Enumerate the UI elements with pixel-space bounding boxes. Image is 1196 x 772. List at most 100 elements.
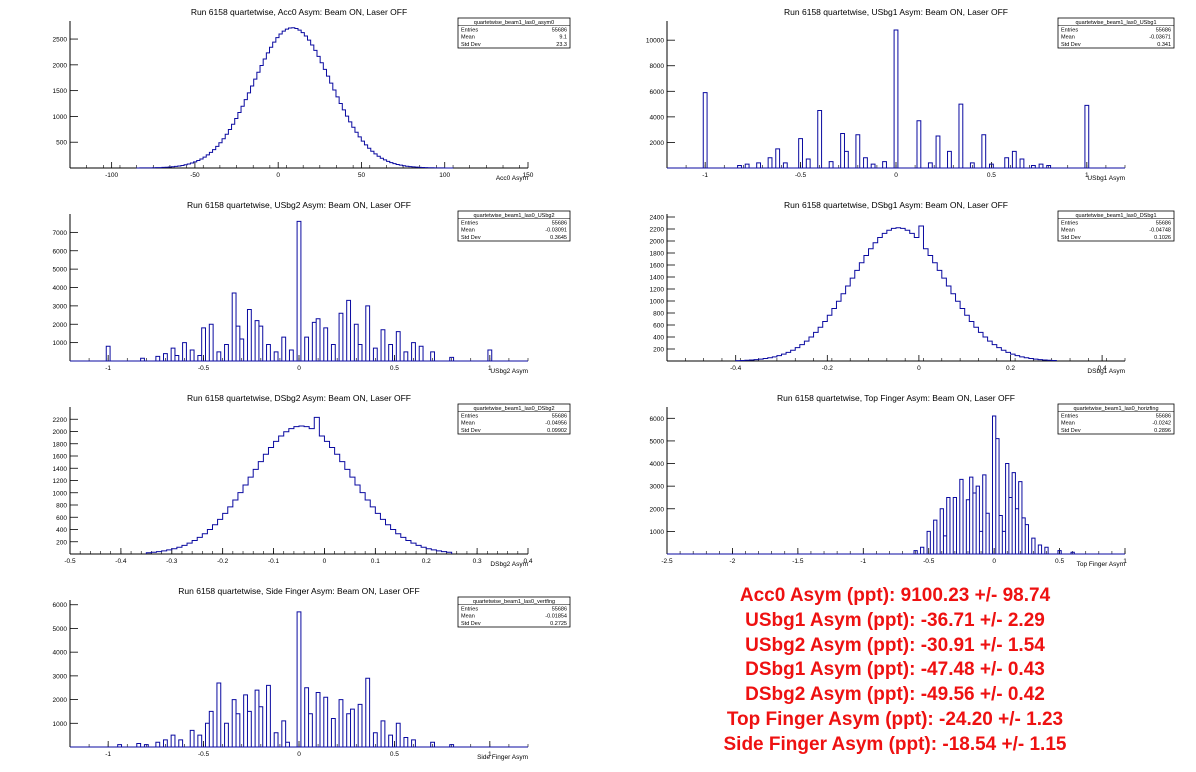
y-tick-label: 2000 [650,506,665,513]
histogram-panel-5: Run 6158 quartetwise, DSbg2 Asym: Beam O… [53,393,571,568]
y-tick-label: 1400 [53,466,68,473]
x-tick-label: -0.5 [198,365,210,372]
stats-label: Mean [461,228,475,234]
x-tick-label: 0.4 [1098,365,1107,372]
x-tick-label: -100 [105,172,118,179]
stats-box: quartetwise_beam1_las0_asym0 Entries 55686… [457,17,571,49]
y-tick-label: 7000 [53,230,68,237]
y-tick-label: 2000 [650,239,665,246]
result-dsbg2: DSbg2 Asym (ppt): -49.56 +/- 0.42 [745,684,1045,706]
stats-label: Mean [461,614,475,620]
stats-label: Entries [461,221,478,227]
stats-box: quartetwise_beam1_las0_vertfing Entries 55… [457,596,571,628]
histogram-title: Run 6158 quartetwise, Side Finger Asym: … [178,586,419,596]
histogram-bars [667,29,1125,169]
x-axis-title: Side Finger Asym [477,754,528,761]
results-summary: Acc0 Asym (ppt): 9100.23 +/- 98.74 USbg1… [690,584,1100,758]
x-axis-title: USbg2 Asym [490,368,528,375]
result-top-finger: Top Finger Asym (ppt): -24.20 +/- 1.23 [726,708,1064,730]
stats-box-frame [457,596,571,628]
stats-value: 55686 [1156,414,1171,420]
stats-label: Mean [1061,421,1075,427]
histogram-panel-1: Run 6158 quartetwise, Acc0 Asym: Beam ON… [53,7,571,182]
y-tick-label: 3000 [53,673,68,680]
x-tick-label: 1 [1085,172,1089,179]
stats-name: quartetwise_beam1_las0_asym0 [474,20,554,26]
histogram-panel-4: Run 6158 quartetwise, DSbg1 Asym: Beam O… [650,200,1175,375]
y-tick-label: 2200 [53,417,68,424]
x-tick-label: -0.2 [217,558,229,565]
x-tick-label: 0.5 [987,172,996,179]
stats-value: 0.2725 [550,621,567,627]
x-tick-label: 0.3 [473,558,482,565]
y-tick-label: 3000 [650,484,665,491]
histogram-title: Run 6158 quartetwise, Top Finger Asym: B… [777,393,1015,403]
histogram-title: Run 6158 quartetwise, DSbg1 Asym: Beam O… [784,200,1008,210]
x-tick-label: -2 [730,558,736,565]
x-tick-label: 0 [323,558,327,565]
x-tick-label: 0 [992,558,996,565]
x-tick-label: -0.2 [822,365,834,372]
y-tick-label: 1000 [53,340,68,347]
y-tick-label: 2000 [53,322,68,329]
stats-box-frame [457,403,571,435]
x-tick-label: -0.3 [166,558,178,565]
x-tick-label: 1 [488,365,492,372]
x-tick-label: -0.5 [795,172,807,179]
y-tick-label: 3000 [53,303,68,310]
x-tick-label: -0.5 [923,558,935,565]
stats-name: quartetwise_beam1_las0_USbg2 [473,213,554,219]
stats-name: quartetwise_beam1_las0_horizfing [1074,406,1159,412]
x-tick-label: -0.4 [115,558,127,565]
x-tick-label: -0.4 [730,365,742,372]
stats-box: quartetwise_beam1_las0_horizfing Entries 5… [1057,403,1175,435]
x-axis-title: USbg1 Asym [1087,175,1125,182]
result-side-finger: Side Finger Asym (ppt): -18.54 +/- 1.15 [723,733,1067,755]
histogram-bars [735,225,1057,362]
stats-value: 55686 [552,607,567,613]
stats-label: Mean [1061,228,1075,234]
stats-box: quartetwise_beam1_las0_USbg2 Entries 55686… [457,210,571,242]
stats-value: 55686 [552,28,567,34]
stats-value: 0.2896 [1154,428,1171,434]
y-tick-label: 6000 [53,248,68,255]
stats-box-frame [1057,210,1175,242]
stats-value: -0.0242 [1152,421,1171,427]
x-tick-label: -1.5 [792,558,804,565]
stats-name: quartetwise_beam1_las0_DSbg2 [473,406,554,412]
y-tick-label: 1200 [650,287,665,294]
y-tick-label: 400 [56,527,67,534]
stats-value: -0.04956 [545,421,567,427]
stats-value: 55686 [552,221,567,227]
result-acc0: Acc0 Asym (ppt): 9100.23 +/- 98.74 [739,585,1051,606]
y-tick-label: 1000 [53,490,68,497]
x-tick-label: -0.1 [268,558,280,565]
y-tick-label: 4000 [650,461,665,468]
stats-label: Entries [1061,221,1078,227]
stats-value: 0.1026 [1154,235,1171,241]
stats-value: -0.04748 [1149,228,1171,234]
histogram-title: Run 6158 quartetwise, USbg2 Asym: Beam O… [187,200,411,210]
y-tick-label: 6000 [650,89,665,96]
stats-box: quartetwise_beam1_las0_DSbg1 Entries 55686… [1057,210,1175,242]
x-tick-label: 1 [1123,558,1127,565]
x-tick-label: 0 [917,365,921,372]
y-tick-label: 1000 [650,299,665,306]
result-usbg2: USbg2 Asym (ppt): -30.91 +/- 1.54 [745,634,1045,656]
x-axis-title: DSbg1 Asym [1087,368,1125,375]
stats-value: 55686 [1156,221,1171,227]
result-dsbg1: DSbg1 Asym (ppt): -47.48 +/- 0.43 [745,659,1045,681]
y-tick-label: 5000 [53,267,68,274]
stats-label: Entries [1061,414,1078,420]
x-tick-label: 0 [297,365,301,372]
stats-value: 9.1 [559,35,567,41]
stats-label: Std Dev [461,621,481,627]
x-tick-label: 0.5 [390,751,399,758]
y-tick-label: 2000 [53,429,68,436]
y-tick-label: 1800 [650,251,665,258]
y-tick-label: 1600 [53,454,68,461]
stats-label: Mean [461,421,475,427]
stats-label: Entries [461,607,478,613]
stats-box-frame [457,17,571,49]
y-tick-label: 2000 [53,697,68,704]
